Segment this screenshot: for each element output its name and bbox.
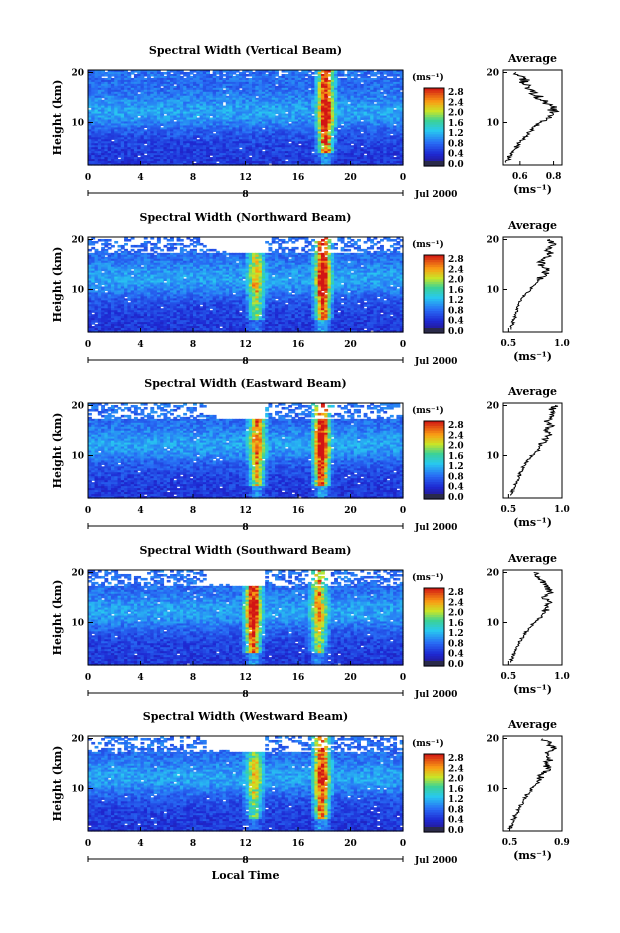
y-tick-label: 10 — [71, 119, 84, 129]
panel-title: Spectral Width (Northward Beam) — [140, 211, 352, 224]
heatmap-cells — [88, 70, 404, 166]
heatmap-cell — [114, 241, 118, 244]
x-tick-label: 16 — [292, 173, 305, 183]
x-tick-label: 0 — [85, 173, 91, 183]
average-y-tick-label: 10 — [486, 119, 499, 129]
heatmap-cells — [88, 237, 404, 333]
x-tick-label: 20 — [344, 173, 357, 183]
colorbar-tick-label: 2.4 — [448, 98, 464, 108]
average-profile: Average 20 10 0.6 0.8(ms⁻¹) — [486, 52, 562, 196]
colorbar-tick-label: 0.8 — [448, 139, 464, 149]
colorbar-swatch — [424, 161, 444, 166]
colorbar-tick-label: 0.4 — [448, 150, 464, 160]
average-x-label: (ms⁻¹) — [513, 183, 552, 196]
heatmap-cell — [108, 239, 112, 242]
panel-2: Spectral Width (Northward Beam)2010Heigh… — [51, 211, 570, 367]
colorbar-tick-label: 0.0 — [448, 160, 464, 170]
x-tick-label: 12 — [239, 173, 252, 183]
colorbar-unit: (ms⁻¹) — [412, 72, 444, 83]
average-x-tick-label: 0.6 — [512, 172, 528, 182]
date-marker: 8 — [242, 190, 248, 200]
x-tick-label: 0 — [400, 173, 406, 183]
colorbar-tick-label: 2.8 — [448, 88, 464, 98]
colorbar-tick-label: 2.0 — [448, 109, 464, 119]
panel-1: Spectral Width (Vertical Beam) 20 10 Height… — [51, 44, 562, 200]
x-tick-label: 4 — [137, 173, 143, 183]
y-axis-label: Height (km) — [51, 80, 64, 156]
average-title: Average — [507, 52, 557, 65]
panel-title: Spectral Width (Vertical Beam) — [149, 44, 342, 57]
average-y-tick-label: 20 — [486, 69, 499, 79]
average-profile-line — [505, 73, 558, 163]
colorbar-tick-label: 1.6 — [448, 119, 464, 129]
average-x-tick-label: 0.8 — [546, 172, 562, 182]
y-tick-label: 20 — [71, 69, 84, 79]
colorbar-tick-label: 1.2 — [448, 129, 464, 139]
x-tick-label: 8 — [190, 173, 196, 183]
heatmap-cell — [111, 245, 115, 248]
average-frame — [503, 70, 562, 165]
date-label: Jul 2000 — [414, 190, 457, 200]
